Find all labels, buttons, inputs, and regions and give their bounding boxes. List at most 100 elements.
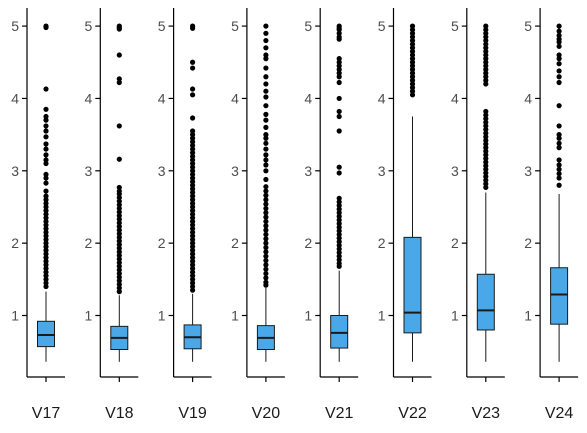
outlier-point	[190, 171, 196, 178]
outlier-point	[556, 39, 562, 45]
outlier-point	[116, 79, 122, 86]
outlier-point	[116, 216, 122, 222]
outlier-point	[263, 168, 269, 174]
y-tick-label: 4	[158, 90, 166, 106]
outlier-point	[336, 228, 342, 234]
outlier-point	[43, 171, 49, 178]
outlier-point	[483, 137, 489, 144]
outlier-point	[483, 119, 489, 125]
outlier-point	[190, 200, 196, 206]
outlier-point	[556, 123, 562, 129]
outlier-point	[263, 132, 269, 138]
outlier-point	[116, 123, 122, 129]
outlier-point	[483, 184, 489, 191]
outlier-point	[336, 108, 342, 115]
outlier-point	[43, 233, 49, 239]
outlier-point	[483, 41, 489, 47]
outlier-point	[116, 238, 122, 244]
outlier-point	[116, 227, 122, 233]
outlier-point	[336, 231, 342, 238]
outlier-point	[116, 213, 122, 219]
outlier-point	[116, 231, 122, 237]
outlier-point	[190, 251, 196, 257]
outlier-point	[43, 207, 49, 214]
outlier-point	[263, 117, 269, 123]
outlier-point	[263, 262, 269, 268]
outlier-point	[263, 152, 269, 158]
outlier-point	[190, 258, 196, 264]
outlier-point	[483, 145, 489, 151]
outlier-point	[263, 282, 269, 288]
panel-v17: 1 2 3 4 5 V17	[11, 8, 65, 422]
outlier-point	[483, 81, 489, 87]
outlier-point	[483, 52, 489, 58]
outlier-point	[556, 52, 562, 58]
outlier-point	[336, 221, 342, 227]
outlier-point	[190, 59, 196, 65]
outlier-point	[190, 233, 196, 239]
y-tick-label: 4	[85, 90, 93, 106]
outlier-point	[190, 157, 196, 163]
outlier-point	[190, 168, 196, 174]
outlier-point	[336, 213, 342, 219]
outlier-point	[483, 108, 489, 115]
outlier-point	[116, 76, 122, 82]
y-tick-label: 1	[231, 308, 239, 324]
outlier-point	[409, 66, 416, 73]
outlier-point	[190, 283, 196, 290]
outlier-point	[483, 30, 489, 36]
outlier-point	[43, 128, 49, 134]
outlier-point	[263, 124, 269, 130]
outlier-point	[483, 37, 489, 44]
outlier-point	[190, 240, 196, 246]
y-tick-label: 5	[11, 18, 19, 34]
outlier-point	[483, 27, 489, 33]
y-tick-label: 2	[304, 235, 312, 251]
outlier-point	[116, 278, 122, 284]
outlier-point	[263, 223, 269, 229]
y-tick-label: 5	[158, 18, 166, 34]
outlier-point	[190, 160, 196, 167]
outlier-point	[116, 245, 122, 251]
outlier-point	[190, 287, 196, 293]
outlier-point	[336, 30, 342, 36]
outlier-point	[43, 244, 49, 250]
y-tick-label: 1	[378, 308, 386, 324]
outlier-point	[483, 134, 489, 140]
outlier-point	[409, 70, 416, 76]
outlier-point	[263, 244, 269, 251]
outlier-point	[336, 128, 342, 134]
outlier-point	[336, 263, 342, 269]
outlier-point	[43, 188, 49, 194]
outlier-point	[483, 63, 489, 69]
outlier-point	[409, 92, 416, 98]
outlier-point	[263, 214, 269, 220]
outlier-point	[409, 52, 416, 58]
outlier-point	[190, 179, 196, 185]
outlier-point	[483, 170, 489, 176]
outlier-point	[556, 56, 562, 62]
y-tick-label: 3	[231, 163, 239, 179]
outlier-point	[556, 132, 562, 138]
outlier-point	[483, 34, 489, 40]
outlier-point	[116, 267, 122, 273]
outlier-point	[263, 210, 269, 216]
outlier-point	[263, 56, 269, 62]
box-v22	[403, 236, 422, 334]
outlier-point	[483, 166, 489, 172]
outlier-point	[556, 61, 562, 67]
outlier-point	[116, 281, 122, 287]
outlier-point	[190, 247, 196, 253]
outlier-point	[336, 95, 342, 102]
outlier-point	[190, 222, 196, 228]
outlier-point	[43, 251, 49, 257]
outlier-point	[336, 257, 342, 263]
outlier-point	[190, 164, 196, 170]
outlier-point	[483, 148, 489, 154]
outlier-point	[43, 146, 49, 152]
outlier-point	[336, 246, 342, 252]
outlier-point	[190, 128, 196, 134]
y-tick-label: 1	[524, 308, 532, 324]
outlier-point	[483, 177, 489, 183]
outlier-point	[43, 276, 49, 282]
